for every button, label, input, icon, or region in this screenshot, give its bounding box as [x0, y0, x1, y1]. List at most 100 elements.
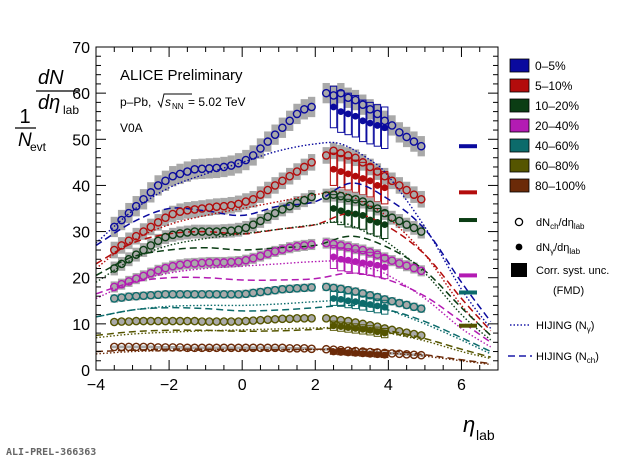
- syst-box: [169, 290, 177, 299]
- syst-box: [344, 147, 352, 164]
- syst-box: [227, 223, 235, 238]
- syst-box: [132, 345, 140, 349]
- syst-box: [234, 222, 243, 237]
- syst-box: [220, 290, 228, 299]
- syst-box: [183, 258, 192, 270]
- dnch-point: [300, 195, 309, 205]
- dnch-point: [270, 181, 280, 190]
- syst-box: [359, 244, 367, 256]
- syst-box: [125, 345, 133, 349]
- dnch-point: [373, 292, 382, 302]
- syst-box: [322, 282, 330, 292]
- syst-box: [402, 329, 411, 336]
- edge-marker: [459, 290, 477, 295]
- dngamma-point: [344, 324, 352, 331]
- dngamma-point: [337, 296, 345, 303]
- dngamma-point: [337, 207, 345, 215]
- dnch-point: [285, 201, 294, 211]
- dnch-point: [307, 344, 316, 354]
- y-tick-label: 20: [72, 271, 90, 288]
- y-tick-label: 70: [72, 40, 90, 57]
- syst-box: [176, 203, 184, 221]
- syst-box: [264, 181, 272, 199]
- dnch-point: [365, 248, 375, 257]
- legend-label: 20–40%: [535, 119, 579, 133]
- dngamma-point: [330, 295, 337, 302]
- dnch-point: [153, 181, 163, 190]
- syst-box: [307, 190, 316, 204]
- dnch-point: [131, 231, 141, 241]
- syst-box: [220, 256, 228, 269]
- dnch-point: [300, 104, 309, 114]
- syst-box: [388, 352, 396, 355]
- syst-box: [147, 238, 155, 253]
- syst-box: [139, 223, 148, 240]
- dngamma-point: [374, 302, 381, 310]
- x-tick-label: 6: [457, 377, 466, 394]
- dngamma-point: [366, 350, 374, 358]
- syst-box: [256, 214, 265, 228]
- syst-box: [300, 346, 308, 350]
- syst-box: [417, 136, 425, 157]
- dngamma-point: [374, 182, 381, 189]
- dnch-point: [124, 236, 134, 246]
- dngamma-point: [359, 175, 367, 182]
- syst-box: [154, 290, 162, 299]
- dnch-point: [131, 201, 141, 211]
- syst-box: [110, 294, 118, 303]
- syst-box: [388, 172, 396, 190]
- dnch-point: [416, 304, 426, 313]
- syst-box: [307, 238, 316, 251]
- syst-box: [154, 264, 162, 276]
- syst-box: [373, 292, 382, 302]
- legend-swatch: [509, 98, 530, 113]
- syst-box: [169, 227, 177, 242]
- syst-box: [417, 304, 425, 313]
- dnch-point: [358, 197, 368, 206]
- syst-box: [256, 317, 265, 323]
- syst-box: [344, 241, 352, 253]
- legend-label: 0–5%: [535, 59, 566, 73]
- syst-box: [139, 291, 148, 300]
- dnch-point: [292, 109, 302, 119]
- dnch-point: [395, 259, 404, 268]
- syst-box: [300, 193, 308, 208]
- dnch-point: [263, 137, 273, 146]
- system-label: p–Pb,: [120, 95, 151, 109]
- syst-box: [271, 206, 279, 221]
- dnch-point: [387, 213, 397, 223]
- dnch-point: [409, 223, 419, 233]
- dngamma-point: [381, 351, 389, 359]
- syst-box: [256, 346, 265, 350]
- syst-box: [147, 318, 155, 324]
- syst-box: [117, 278, 126, 290]
- dngamma-point: [337, 108, 345, 115]
- syst-box: [351, 243, 360, 255]
- dngamma-point: [359, 259, 367, 267]
- dnch-point: [365, 200, 375, 210]
- syst-box: [329, 142, 338, 160]
- dnch-point: [131, 274, 141, 283]
- legend-swatch: [509, 78, 530, 93]
- syst-box: [388, 115, 396, 136]
- syst-box: [147, 182, 155, 203]
- syst-box: [125, 252, 133, 267]
- syst-box: [176, 318, 184, 324]
- legend-label: 10–20%: [535, 99, 579, 113]
- syst-box: [169, 318, 177, 324]
- dnch-point: [373, 250, 382, 259]
- dnch-point: [153, 236, 163, 246]
- edge-marker: [459, 323, 477, 328]
- dnch-point: [402, 220, 411, 229]
- x-tick-label: −4: [87, 377, 105, 394]
- dnch-point: [285, 116, 294, 126]
- syst-box: [191, 290, 199, 299]
- dnch-point: [416, 194, 426, 204]
- dnch-point: [241, 155, 251, 165]
- syst-box: [271, 286, 279, 295]
- centrality-legend: 0–5% 5–10% 10–20% 20–40% 40–60% 60–80% 80–100%: [509, 58, 586, 193]
- marker-legend: dNch/dηlab dNγ/dηlab Corr. syst. unc. (FMD)…: [508, 217, 609, 365]
- syst-box: [220, 156, 228, 178]
- dnch-point: [380, 253, 390, 263]
- dnch-point: [409, 263, 419, 273]
